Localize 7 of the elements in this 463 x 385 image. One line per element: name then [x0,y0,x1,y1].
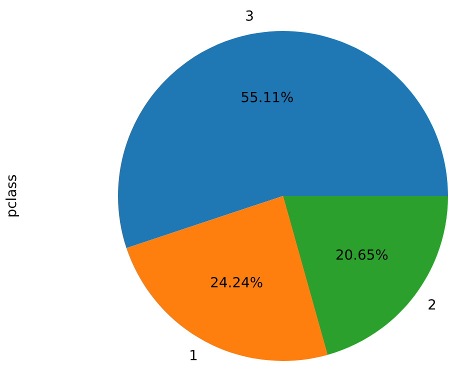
slice-label: 3 [246,10,253,21]
data-label: 55.11% [242,92,293,102]
slice-label: 1 [190,350,197,360]
slice-label: 2 [428,299,436,310]
text: pclass [6,175,19,216]
data-label: 24.24% [211,276,262,288]
data-label: 20.65% [336,249,388,260]
